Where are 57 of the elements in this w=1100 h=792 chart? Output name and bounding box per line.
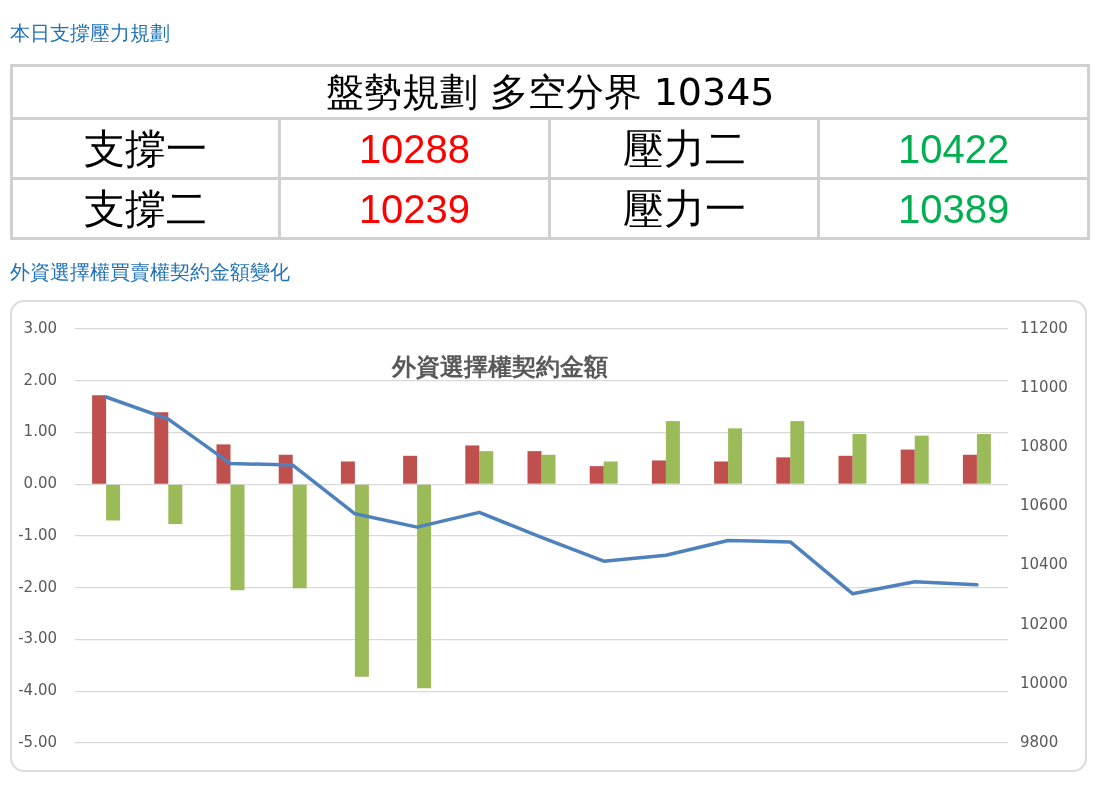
bar xyxy=(340,461,355,484)
category-label: 支撐一 xyxy=(11,118,280,179)
y2-tick-label: 10000 xyxy=(1020,673,1068,692)
y2-tick-label: 11200 xyxy=(1020,318,1068,337)
data-label: 10389 xyxy=(818,178,1089,239)
bar xyxy=(976,434,991,484)
bar xyxy=(230,484,245,591)
bar xyxy=(714,461,729,484)
bar xyxy=(900,449,915,484)
bar xyxy=(292,484,307,589)
data-label: 10422 xyxy=(818,118,1089,179)
bar xyxy=(776,457,791,484)
bar xyxy=(527,451,542,484)
y-tick-label: -3.00 xyxy=(18,629,57,648)
category-label: 壓力一 xyxy=(549,178,819,239)
y-tick-label: 2.00 xyxy=(23,370,57,389)
y2-tick-label: 11000 xyxy=(1020,378,1068,397)
y2-tick-label: 10400 xyxy=(1020,555,1068,574)
data-label: 10288 xyxy=(279,118,550,179)
bar xyxy=(651,460,666,484)
bar xyxy=(417,484,432,689)
y-tick-label: 1.00 xyxy=(23,422,57,441)
y-tick-label: 3.00 xyxy=(23,318,57,337)
text: 盤勢規劃 多空分界 10345 xyxy=(11,65,1089,119)
bar xyxy=(154,412,169,484)
y-tick-label: -1.00 xyxy=(18,525,57,544)
bar xyxy=(589,466,604,484)
y2-tick-label: 10600 xyxy=(1020,496,1068,515)
bar xyxy=(852,434,867,484)
y2-tick-label: 10800 xyxy=(1020,437,1068,456)
bar xyxy=(92,395,107,484)
category-label: 支撐二 xyxy=(11,178,280,239)
bar xyxy=(541,454,556,484)
y-tick-label: 0.00 xyxy=(23,474,57,493)
bar xyxy=(790,421,805,484)
bar xyxy=(603,461,618,484)
bar xyxy=(168,484,183,525)
y2-tick-label: 10200 xyxy=(1020,614,1068,633)
bar xyxy=(354,484,369,677)
bar xyxy=(962,454,977,484)
bar xyxy=(914,435,929,484)
bar xyxy=(479,451,494,484)
text: 本日支撐壓力規劃 xyxy=(10,20,170,46)
bar xyxy=(403,455,418,484)
chart-title: 外資選擇權買賣權契約金額變化 xyxy=(10,259,290,285)
y-tick-label: -2.00 xyxy=(18,577,57,596)
bar xyxy=(838,455,853,484)
y-tick-label: -5.00 xyxy=(18,732,57,751)
bar xyxy=(728,428,743,484)
text: 外資選擇權契約金額 xyxy=(390,353,608,382)
y2-tick-label: 9800 xyxy=(1020,732,1059,751)
data-label: 10239 xyxy=(279,178,550,239)
bar xyxy=(465,445,480,484)
category-label: 壓力二 xyxy=(549,118,819,179)
y-tick-label: -4.00 xyxy=(18,681,57,700)
bar xyxy=(106,484,121,521)
bar xyxy=(665,421,680,484)
